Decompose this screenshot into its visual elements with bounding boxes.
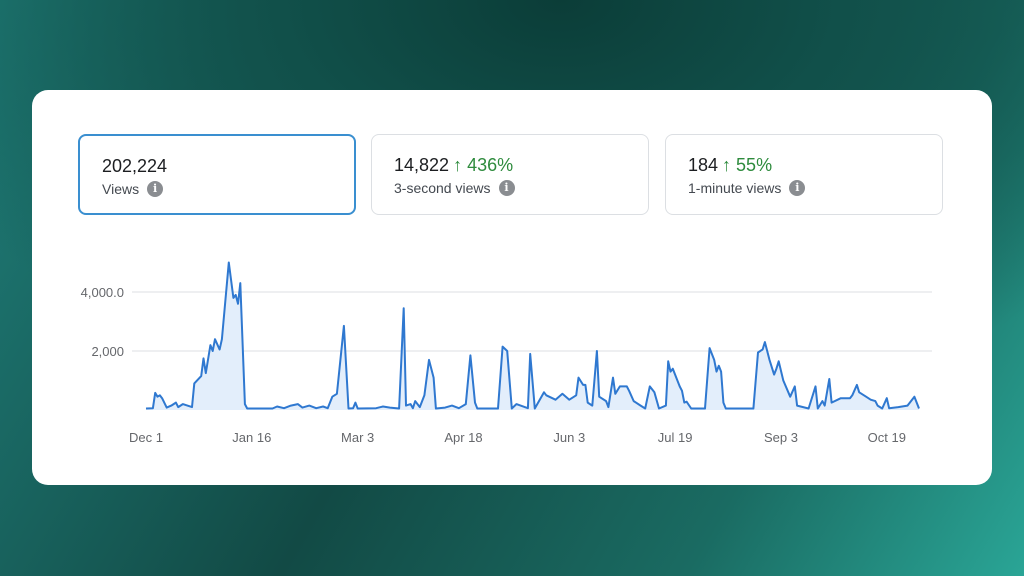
x-tick-label: Oct 19	[868, 430, 906, 445]
x-tick-label: Jul 19	[658, 430, 693, 445]
x-tick-label: Jan 16	[232, 430, 271, 445]
stat-delta: ↑ 55%	[722, 155, 773, 175]
stat-label: Views	[102, 181, 140, 197]
stat-number: 184	[688, 155, 719, 175]
stat-value: 184 ↑ 55%	[688, 155, 772, 176]
stat-card-1-minute-views[interactable]: 184 ↑ 55% 1-minute views i	[665, 134, 943, 215]
info-icon[interactable]: i	[789, 180, 806, 196]
x-tick-label: Apr 18	[444, 430, 482, 445]
insights-card: 202,224 Views i 14,822 ↑ 436% 3-second vie…	[32, 90, 992, 485]
x-tick-label: Sep 3	[764, 430, 798, 445]
x-tick-label: Jun 3	[553, 430, 585, 445]
info-icon[interactable]: i	[147, 181, 164, 197]
x-tick-label: Mar 3	[341, 430, 374, 445]
y-tick-label: 2,000	[91, 344, 124, 359]
series-line	[145, 261, 920, 410]
stat-number: 202,224	[102, 156, 168, 176]
stat-value: 14,822 ↑ 436%	[394, 155, 513, 176]
stat-label: 3-second views	[394, 180, 491, 196]
y-tick-label: 4,000.0	[81, 285, 124, 300]
stat-card-3-second-views[interactable]: 14,822 ↑ 436% 3-second views i	[371, 134, 649, 215]
stat-label: 1-minute views	[688, 180, 782, 196]
stat-card-views[interactable]: 202,224 Views i	[78, 134, 356, 215]
x-tick-label: Dec 1	[129, 430, 163, 445]
stat-value: 202,224	[102, 156, 167, 177]
stat-delta: ↑ 436%	[453, 155, 514, 175]
info-icon[interactable]: i	[498, 180, 515, 196]
stat-number: 14,822	[394, 155, 450, 175]
